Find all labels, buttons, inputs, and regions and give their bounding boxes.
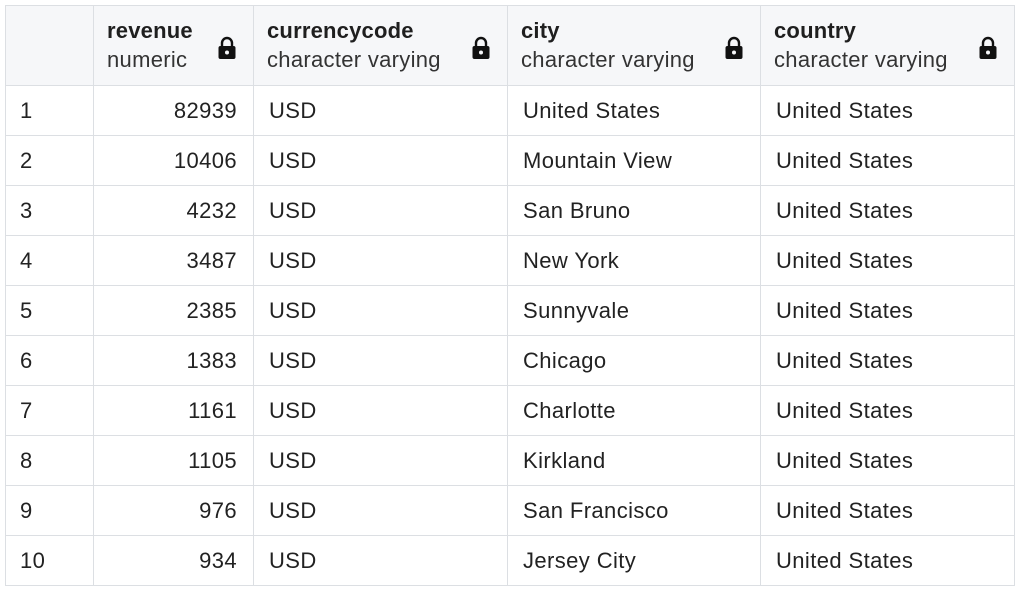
country-cell[interactable]: United States: [760, 135, 1015, 186]
column-name: currencycode: [267, 17, 414, 43]
city-cell[interactable]: United States: [507, 85, 761, 136]
revenue-cell[interactable]: 3487: [93, 235, 254, 286]
column-type: character varying: [521, 46, 695, 72]
city-cell[interactable]: Chicago: [507, 335, 761, 386]
table-row[interactable]: 10 934 USD Jersey City United States: [5, 535, 1015, 586]
column-name: country: [774, 17, 857, 43]
city-cell[interactable]: San Francisco: [507, 485, 761, 536]
revenue-cell[interactable]: 934: [93, 535, 254, 586]
lock-icon: [218, 36, 236, 59]
country-cell[interactable]: United States: [760, 335, 1015, 386]
city-cell[interactable]: New York: [507, 235, 761, 286]
row-number[interactable]: 7: [5, 385, 94, 436]
currencycode-cell[interactable]: USD: [253, 85, 508, 136]
row-number[interactable]: 4: [5, 235, 94, 286]
table-row[interactable]: 2 10406 USD Mountain View United States: [5, 135, 1015, 186]
currencycode-cell[interactable]: USD: [253, 535, 508, 586]
row-number[interactable]: 5: [5, 285, 94, 336]
country-cell[interactable]: United States: [760, 435, 1015, 486]
column-type: character varying: [267, 46, 441, 72]
table-row[interactable]: 1 82939 USD United States United States: [5, 85, 1015, 136]
city-cell[interactable]: Kirkland: [507, 435, 761, 486]
header-row: revenue numeric currencycode character v…: [5, 5, 1015, 86]
results-table: revenue numeric currencycode character v…: [5, 5, 1015, 586]
table-row[interactable]: 5 2385 USD Sunnyvale United States: [5, 285, 1015, 336]
country-cell[interactable]: United States: [760, 485, 1015, 536]
country-cell[interactable]: United States: [760, 385, 1015, 436]
row-number[interactable]: 8: [5, 435, 94, 486]
currencycode-cell[interactable]: USD: [253, 435, 508, 486]
revenue-cell[interactable]: 4232: [93, 185, 254, 236]
city-cell[interactable]: Jersey City: [507, 535, 761, 586]
country-cell[interactable]: United States: [760, 85, 1015, 136]
currencycode-cell[interactable]: USD: [253, 185, 508, 236]
results-body: 1 82939 USD United States United States …: [5, 85, 1015, 586]
row-number[interactable]: 10: [5, 535, 94, 586]
currencycode-cell[interactable]: USD: [253, 285, 508, 336]
column-header-currencycode[interactable]: currencycode character varying: [253, 5, 508, 86]
lock-icon: [472, 36, 490, 59]
revenue-cell[interactable]: 976: [93, 485, 254, 536]
table-row[interactable]: 8 1105 USD Kirkland United States: [5, 435, 1015, 486]
data-output-grid: revenue numeric currencycode character v…: [5, 5, 1015, 586]
city-cell[interactable]: Sunnyvale: [507, 285, 761, 336]
revenue-cell[interactable]: 1105: [93, 435, 254, 486]
revenue-cell[interactable]: 1383: [93, 335, 254, 386]
currencycode-cell[interactable]: USD: [253, 135, 508, 186]
currencycode-cell[interactable]: USD: [253, 485, 508, 536]
column-header-revenue[interactable]: revenue numeric: [93, 5, 254, 86]
currencycode-cell[interactable]: USD: [253, 235, 508, 286]
row-number[interactable]: 3: [5, 185, 94, 236]
revenue-cell[interactable]: 82939: [93, 85, 254, 136]
table-row[interactable]: 3 4232 USD San Bruno United States: [5, 185, 1015, 236]
country-cell[interactable]: United States: [760, 285, 1015, 336]
city-cell[interactable]: San Bruno: [507, 185, 761, 236]
column-header-country[interactable]: country character varying: [760, 5, 1015, 86]
revenue-cell[interactable]: 10406: [93, 135, 254, 186]
table-row[interactable]: 7 1161 USD Charlotte United States: [5, 385, 1015, 436]
country-cell[interactable]: United States: [760, 535, 1015, 586]
country-cell[interactable]: United States: [760, 235, 1015, 286]
city-cell[interactable]: Charlotte: [507, 385, 761, 436]
currencycode-cell[interactable]: USD: [253, 385, 508, 436]
table-row[interactable]: 6 1383 USD Chicago United States: [5, 335, 1015, 386]
column-name: revenue: [107, 17, 193, 43]
currencycode-cell[interactable]: USD: [253, 335, 508, 386]
lock-icon: [725, 36, 743, 59]
column-name: city: [521, 17, 560, 43]
country-cell[interactable]: United States: [760, 185, 1015, 236]
column-header-city[interactable]: city character varying: [507, 5, 761, 86]
column-type: numeric: [107, 46, 188, 72]
row-number[interactable]: 1: [5, 85, 94, 136]
table-row[interactable]: 9 976 USD San Francisco United States: [5, 485, 1015, 536]
column-type: character varying: [774, 46, 948, 72]
row-number-header[interactable]: [5, 5, 94, 86]
city-cell[interactable]: Mountain View: [507, 135, 761, 186]
row-number[interactable]: 2: [5, 135, 94, 186]
row-number[interactable]: 6: [5, 335, 94, 386]
row-number[interactable]: 9: [5, 485, 94, 536]
table-row[interactable]: 4 3487 USD New York United States: [5, 235, 1015, 286]
revenue-cell[interactable]: 1161: [93, 385, 254, 436]
revenue-cell[interactable]: 2385: [93, 285, 254, 336]
lock-icon: [979, 36, 997, 59]
